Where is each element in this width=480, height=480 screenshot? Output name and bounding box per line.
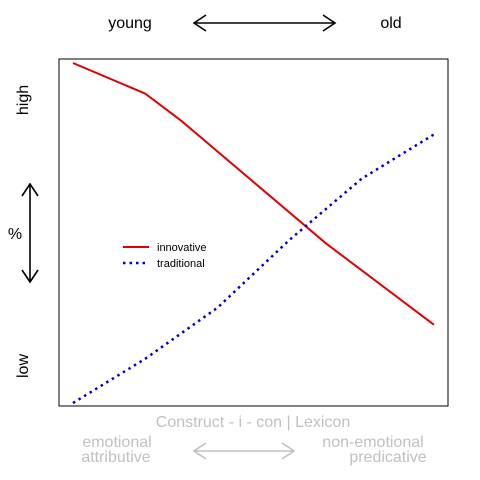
legend-label-traditional: traditional bbox=[157, 258, 205, 270]
non-emotional-label: non-emotional bbox=[322, 434, 423, 451]
young-label: young bbox=[108, 15, 152, 32]
emotional-label: emotional bbox=[82, 434, 151, 451]
construct-lexicon-label: Construct - i - con | Lexicon bbox=[156, 414, 350, 431]
percent-double-arrow-icon bbox=[21, 182, 39, 284]
old-label: old bbox=[380, 15, 401, 32]
high-label: high bbox=[15, 85, 32, 115]
construct-double-arrow-icon bbox=[192, 442, 296, 460]
plot-frame bbox=[58, 58, 449, 407]
legend-label-innovative: innovative bbox=[157, 242, 207, 254]
predicative-label: predicative bbox=[349, 449, 426, 466]
low-label: low bbox=[15, 354, 32, 378]
series-line-innovative bbox=[72, 62, 435, 326]
series-line-traditional bbox=[72, 133, 435, 405]
age-double-arrow-icon bbox=[192, 14, 337, 32]
legend: innovative traditional bbox=[123, 242, 207, 270]
attributive-label: attributive bbox=[81, 449, 150, 466]
percent-label: % bbox=[8, 226, 22, 243]
